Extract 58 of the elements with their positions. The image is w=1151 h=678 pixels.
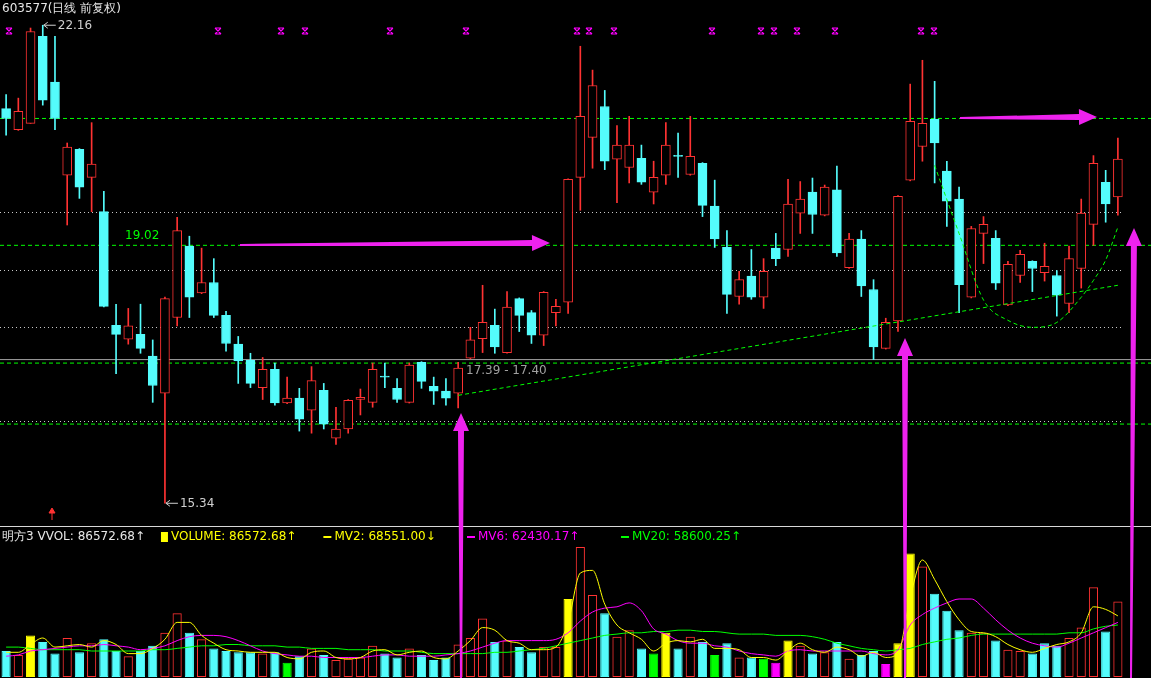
bar — [1027, 653, 1037, 677]
bar — [294, 656, 304, 677]
bar — [441, 657, 451, 677]
legend-label: MV6: 62430.17↑ — [478, 529, 580, 544]
bar — [416, 654, 427, 677]
ref-line-label: 17.39 - 17.40 — [466, 362, 547, 377]
bar — [649, 653, 659, 677]
bar — [233, 652, 243, 677]
bar — [392, 657, 402, 677]
legend-label: MV2: 68551.00↓ — [334, 529, 436, 544]
bar — [38, 641, 48, 677]
bar — [50, 653, 60, 677]
bar — [490, 641, 500, 677]
bar — [1040, 643, 1050, 677]
bar — [209, 648, 219, 677]
bar — [954, 630, 964, 677]
candlestick — [1, 94, 11, 136]
annotation: 15.34 — [179, 496, 215, 511]
candlestick — [673, 132, 683, 178]
bar — [221, 651, 231, 677]
bar — [184, 632, 194, 677]
bar — [600, 613, 610, 677]
bar — [1101, 631, 1111, 677]
bar — [636, 648, 646, 677]
bar — [245, 652, 256, 677]
bar — [807, 653, 818, 677]
candlestick — [380, 362, 390, 388]
bar — [856, 654, 866, 677]
bar — [673, 648, 683, 677]
bar — [270, 652, 280, 677]
legend-label: MV20: 58600.25↑ — [632, 529, 742, 544]
bar — [319, 654, 329, 677]
bar — [1052, 645, 1062, 677]
bar — [135, 651, 146, 677]
bar — [722, 643, 732, 677]
bar — [526, 652, 537, 677]
bar — [111, 651, 121, 677]
bar — [1, 651, 11, 677]
chart-title: 603577(日线 前复权) — [2, 1, 121, 16]
bar — [697, 641, 708, 677]
bar — [74, 652, 84, 677]
bar — [930, 593, 940, 677]
annotation: 22.16 — [57, 18, 93, 33]
candlestick — [795, 181, 806, 234]
bar — [759, 658, 769, 677]
chart-title: 明方3 VVOL: 86572.68↑ — [2, 529, 145, 544]
bar — [991, 640, 1001, 677]
candlestick — [331, 406, 341, 445]
bar — [710, 654, 720, 677]
bar — [380, 653, 390, 677]
bar — [514, 647, 524, 677]
candlestick — [111, 303, 121, 374]
bar — [429, 660, 439, 677]
ref-line-label: 19.02 — [125, 228, 160, 243]
candlestick — [612, 125, 622, 203]
bar — [942, 610, 952, 677]
bar — [746, 657, 756, 677]
legend-label: VOLUME: 86572.68↑ — [170, 529, 297, 544]
